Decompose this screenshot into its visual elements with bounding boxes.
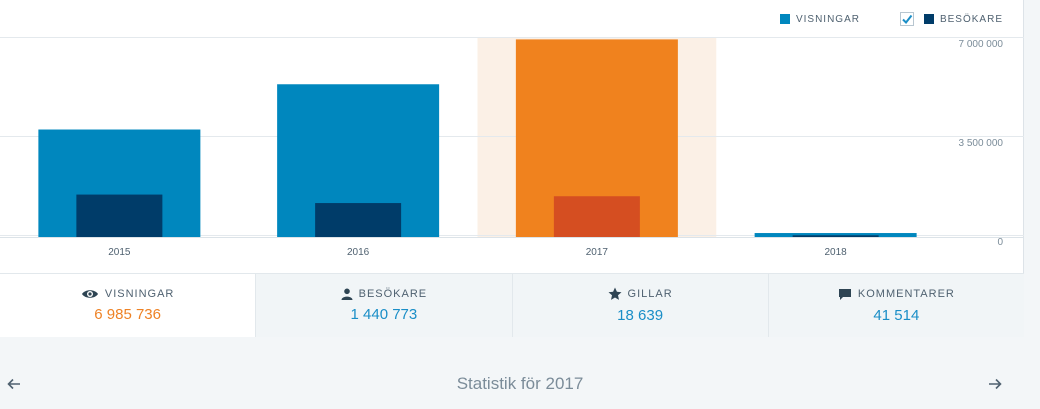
y-tick-label-1: 3 500 000 (959, 138, 1004, 149)
arrow-right-icon (989, 378, 1002, 390)
arrow-left-icon (7, 378, 20, 390)
star-icon (608, 287, 622, 300)
bar-visitors-2016 (315, 203, 402, 237)
bar-chart: 7 000 000 3 500 000 0 2015 2016 2017 2018 (0, 37, 1024, 258)
checkmark-icon (902, 14, 913, 25)
legend-views[interactable]: VISNINGAR (779, 13, 860, 25)
bar-visitors-2018 (792, 235, 879, 237)
legend-visitors-swatch (923, 14, 934, 24)
visitors-checkbox[interactable] (899, 12, 914, 26)
period-navigation: Statistik för 2017 (0, 360, 1040, 409)
previous-period-button[interactable] (0, 370, 28, 398)
eye-icon (81, 290, 98, 298)
stat-tabs: VISNINGAR 6 985 736 BESÖKARE 1 440 773 G… (0, 273, 1024, 337)
tab-visitors-value: 1 440 773 (350, 306, 418, 323)
legend-visitors-label: BESÖKARE (939, 13, 1003, 25)
tab-likes-label: GILLAR (627, 288, 673, 300)
tab-likes-value: 18 639 (617, 307, 664, 324)
bar-views-2018 (754, 233, 917, 237)
bar-visitors-2017 (553, 196, 640, 237)
person-icon (341, 288, 353, 300)
period-title: Statistik för 2017 (456, 374, 584, 393)
x-tick-label-2015: 2015 (108, 247, 131, 258)
tab-likes[interactable]: GILLAR 18 639 (511, 274, 768, 337)
x-tick-label-2018: 2018 (825, 247, 848, 258)
chart-legend: VISNINGAR BESÖKARE (779, 12, 1003, 26)
tab-comments[interactable]: KOMMENTARER 41 514 (767, 274, 1024, 337)
next-period-button[interactable] (981, 370, 1009, 398)
tab-views-value: 6 985 736 (94, 306, 161, 323)
tab-comments-value: 41 514 (873, 306, 920, 324)
x-tick-label-2016: 2016 (347, 247, 370, 258)
bar-visitors-2015 (76, 194, 163, 237)
comment-icon (838, 288, 851, 300)
stats-card: VISNINGAR BESÖKARE 7 000 000 3 500 000 0 20… (0, 0, 1024, 337)
tab-views[interactable]: VISNINGAR 6 985 736 (0, 274, 256, 337)
y-tick-label-0: 7 000 000 (959, 39, 1004, 50)
x-tick-label-2017: 2017 (586, 247, 609, 258)
tab-visitors[interactable]: BESÖKARE 1 440 773 (255, 274, 512, 337)
tab-visitors-label: BESÖKARE (358, 288, 428, 300)
legend-views-swatch (779, 14, 790, 24)
y-tick-label-2: 0 (997, 237, 1003, 248)
legend-visitors[interactable]: BESÖKARE (899, 12, 1003, 26)
tab-comments-label: KOMMENTARER (857, 288, 955, 300)
legend-views-label: VISNINGAR (795, 13, 860, 25)
tab-views-label: VISNINGAR (104, 288, 175, 300)
